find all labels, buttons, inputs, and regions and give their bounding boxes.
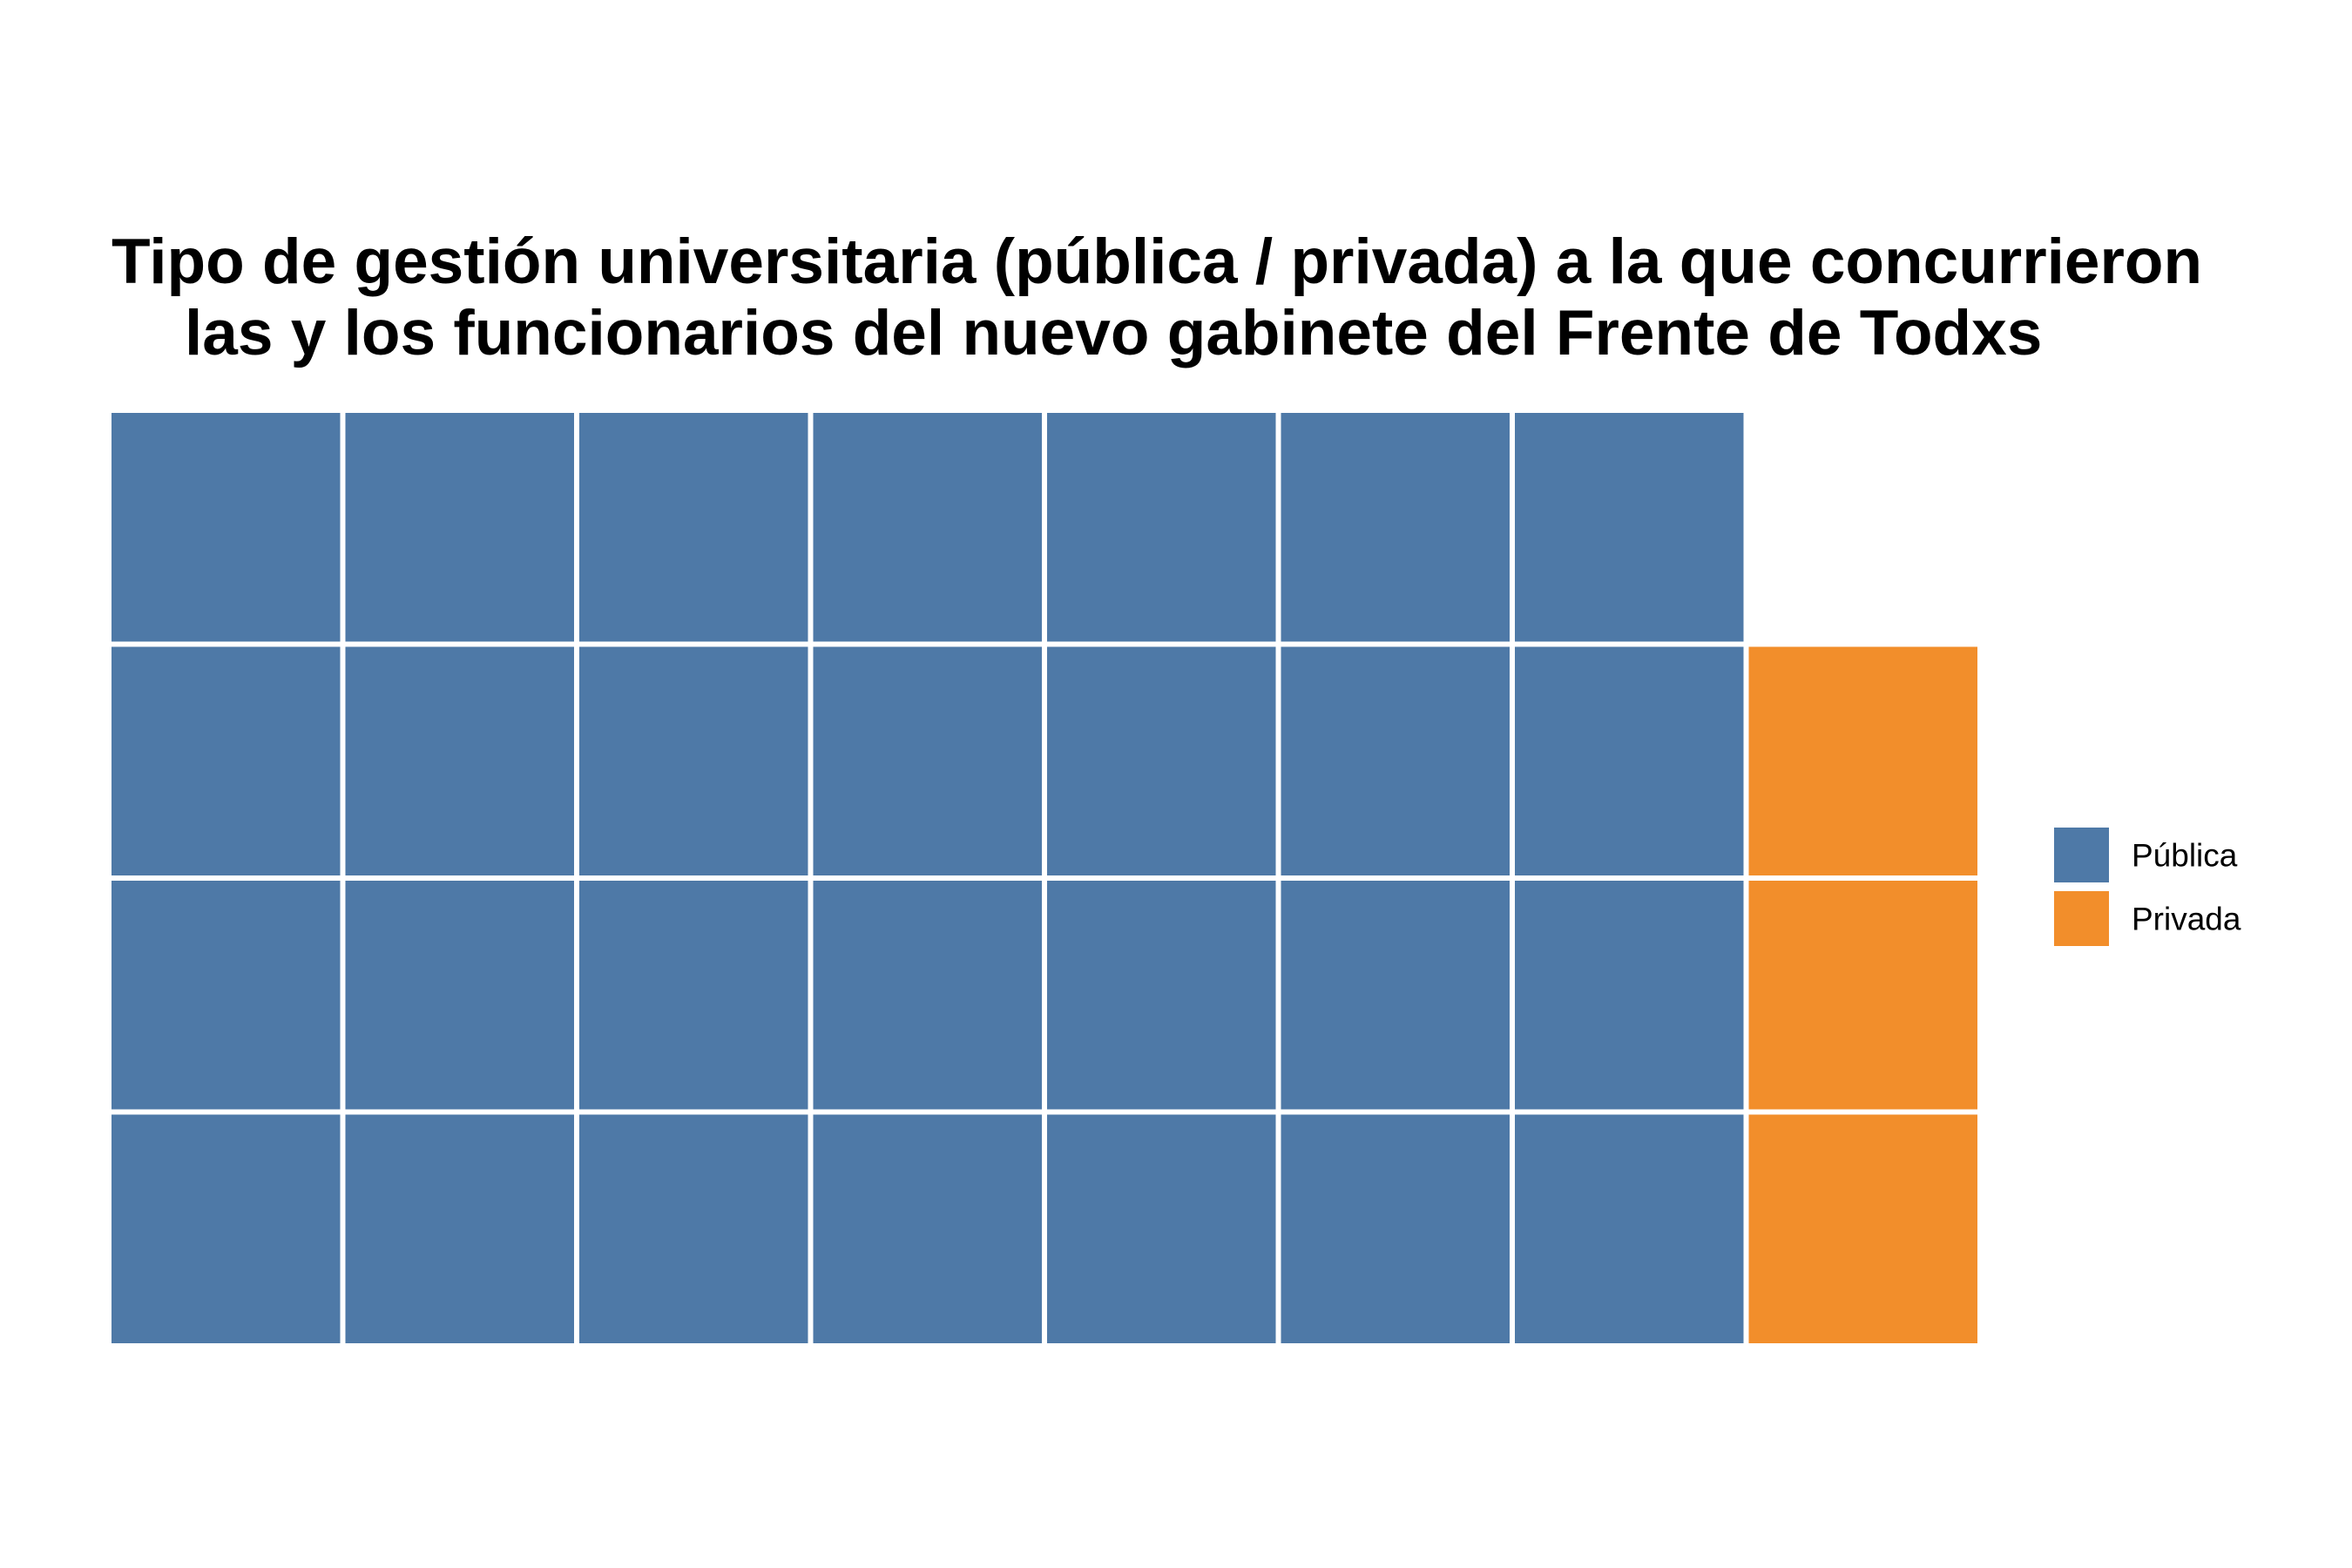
waffle-cell-publica — [1515, 881, 1744, 1110]
waffle-cell-publica — [112, 646, 341, 875]
waffle-cell-publica — [345, 881, 574, 1110]
waffle-cell-publica — [1047, 881, 1276, 1110]
waffle-cell-publica — [1281, 646, 1510, 875]
legend: Pública Privada — [2054, 828, 2241, 946]
legend-label-privada: Privada — [2132, 902, 2241, 937]
waffle-cell-publica — [1047, 1114, 1276, 1343]
waffle-cell-privada — [1748, 646, 1977, 875]
waffle-cell-publica — [579, 881, 808, 1110]
legend-key-publica — [2054, 828, 2109, 882]
waffle-cell-publica — [1281, 881, 1510, 1110]
waffle-cell-publica — [345, 1114, 574, 1343]
chart-title: Tipo de gestión universitaria (pública /… — [112, 226, 2202, 368]
waffle-cell-publica — [813, 881, 1042, 1110]
waffle-cell-publica — [112, 413, 341, 642]
waffle-cell-publica — [579, 413, 808, 642]
waffle-cells — [112, 413, 1977, 1343]
waffle-cell-publica — [1281, 1114, 1510, 1343]
waffle-cell-publica — [1515, 413, 1744, 642]
waffle-cell-privada — [1748, 881, 1977, 1110]
waffle-cell-publica — [1047, 413, 1276, 642]
waffle-cell-publica — [1047, 646, 1276, 875]
waffle-cell-publica — [813, 1114, 1042, 1343]
waffle-cell-publica — [579, 646, 808, 875]
waffle-cell-publica — [1515, 1114, 1744, 1343]
waffle-cell-privada — [1748, 1114, 1977, 1343]
waffle-cell-publica — [1515, 646, 1744, 875]
waffle-cell-publica — [112, 881, 341, 1110]
waffle-cell-publica — [345, 646, 574, 875]
waffle-cell-publica — [1281, 413, 1510, 642]
legend-key-privada — [2054, 891, 2109, 946]
legend-label-publica: Pública — [2132, 838, 2238, 874]
chart-title-line-2: las y los funcionarios del nuevo gabinet… — [185, 298, 2042, 368]
waffle-cell-publica — [112, 1114, 341, 1343]
waffle-cell-publica — [813, 413, 1042, 642]
waffle-cell-publica — [813, 646, 1042, 875]
waffle-cell-publica — [579, 1114, 808, 1343]
waffle-cell-publica — [345, 413, 574, 642]
chart-title-line-1: Tipo de gestión universitaria (pública /… — [112, 226, 2202, 297]
